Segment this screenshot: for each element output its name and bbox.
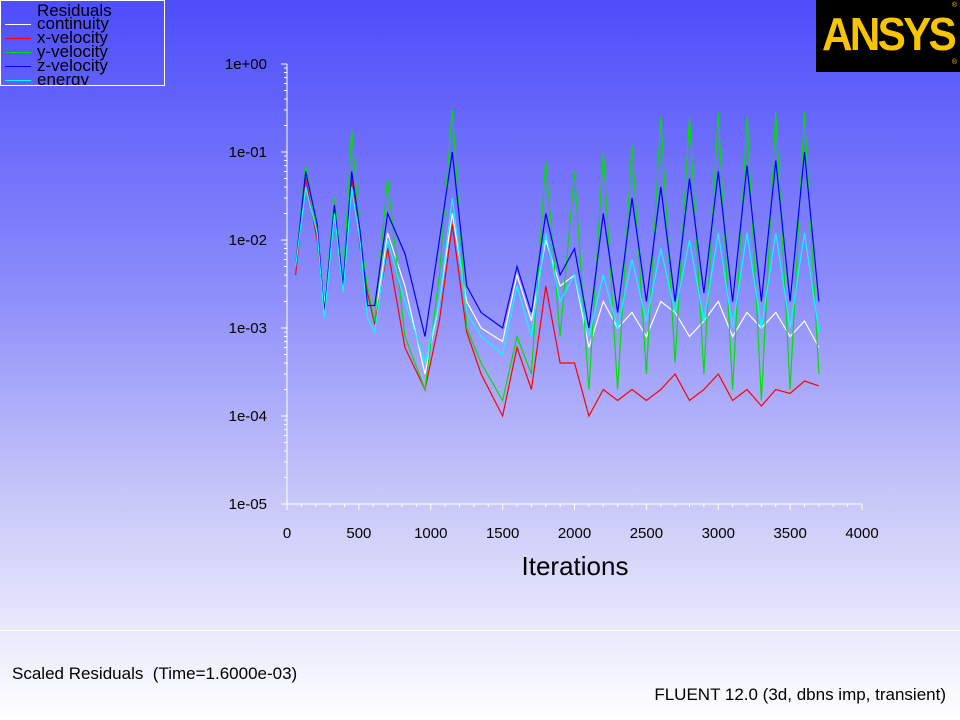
legend-swatch bbox=[5, 24, 31, 25]
series-line-y-velocity bbox=[295, 109, 820, 403]
legend-entry-z-velocity: z-velocity bbox=[1, 56, 164, 75]
y-tick-label: 1e+00 bbox=[225, 56, 267, 73]
x-tick-label: 3000 bbox=[702, 525, 735, 542]
legend-swatch bbox=[5, 52, 31, 53]
x-tick-label: 0 bbox=[283, 525, 291, 542]
legend-entry-y-velocity: y-velocity bbox=[1, 42, 164, 61]
x-tick-label: 2500 bbox=[630, 525, 663, 542]
x-tick-label: 3500 bbox=[773, 525, 806, 542]
x-axis-label: Iterations bbox=[522, 551, 629, 581]
legend-title: Residuals bbox=[37, 1, 112, 20]
legend-swatch bbox=[5, 38, 31, 39]
y-tick-label: 1e-03 bbox=[229, 320, 267, 337]
legend-entry-continuity: continuity bbox=[1, 14, 164, 33]
series-layer bbox=[295, 109, 820, 418]
legend-entry-energy: energy bbox=[1, 70, 164, 86]
y-tick-label: 1e-04 bbox=[229, 408, 267, 425]
legend-label: y-velocity bbox=[37, 42, 108, 61]
ansys-logo: ANSYS ® ® bbox=[816, 0, 960, 72]
y-tick-label: 1e-05 bbox=[229, 496, 267, 513]
status-panel: Scaled Residuals (Time=1.6000e-03) FLUEN… bbox=[0, 630, 960, 720]
legend-label: z-velocity bbox=[37, 56, 108, 75]
legend-label: continuity bbox=[37, 14, 109, 33]
y-tick-label: 1e-02 bbox=[229, 232, 267, 249]
plot-title: Scaled Residuals (Time=1.6000e-03) bbox=[12, 664, 298, 683]
y-tick-label: 1e-01 bbox=[229, 144, 267, 161]
legend-label: x-velocity bbox=[37, 28, 108, 47]
legend-label: energy bbox=[37, 70, 89, 86]
x-tick-label: 500 bbox=[346, 525, 371, 542]
series-line-energy bbox=[295, 186, 820, 366]
x-tick-label: 1500 bbox=[486, 525, 519, 542]
legend-swatch bbox=[5, 80, 31, 81]
logo-text: ANSYS bbox=[822, 8, 957, 60]
x-tick-label: 4000 bbox=[845, 525, 878, 542]
x-tick-label: 2000 bbox=[558, 525, 591, 542]
legend-swatch bbox=[5, 66, 31, 67]
legend-entry-x-velocity: x-velocity bbox=[1, 28, 164, 47]
axes-layer: 1e-05 1e-04 1e-03 1e-02 1e-01 1e+00 0 500 1000 15… bbox=[225, 56, 879, 542]
registered-mark-icon: ® bbox=[951, 2, 957, 9]
residuals-plot: 1e-05 1e-04 1e-03 1e-02 1e-01 1e+00 0 500 1000 15… bbox=[225, 56, 879, 581]
x-tick-label: 1000 bbox=[414, 525, 447, 542]
registered-mark-icon: ® bbox=[951, 59, 957, 66]
legend: Residuals continuity x-velocity y-velocity… bbox=[0, 0, 165, 86]
series-line-z-velocity bbox=[295, 151, 820, 337]
solver-info: FLUENT 12.0 (3d, dbns imp, transient) bbox=[654, 685, 946, 704]
